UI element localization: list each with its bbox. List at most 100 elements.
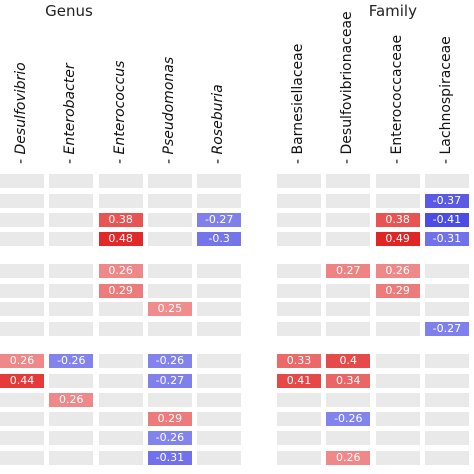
cell-value-label: -0.26 [57, 354, 86, 367]
cell-value-label: -0.31 [432, 232, 462, 245]
heatmap-cell [277, 431, 321, 445]
heatmap-cell: -0.26 [326, 412, 371, 426]
heatmap-cell [197, 322, 242, 336]
heatmap-cell [424, 284, 469, 298]
cell-value-label: 0.25 [157, 302, 183, 315]
heatmap-cell [0, 302, 44, 316]
heatmap-cell [326, 302, 371, 316]
group-title-1: Family [368, 2, 417, 20]
cell-value-label: 0.26 [385, 264, 410, 277]
heatmap-cell: 0.29 [375, 284, 420, 298]
heatmap-cell [49, 322, 94, 336]
heatmap-cell [49, 174, 94, 188]
heatmap-cell [0, 412, 44, 426]
cell-value-label: 0.33 [286, 354, 312, 367]
heatmap-cell: -0.3 [197, 232, 242, 246]
heatmap-cell [147, 393, 192, 407]
cell-value-label: -0.27 [204, 213, 234, 226]
heatmap-cell [98, 302, 143, 316]
heatmap-cell [424, 302, 469, 316]
heatmap-cell [375, 322, 420, 336]
heatmap-cell [326, 174, 371, 188]
heatmap-cell: -0.26 [49, 354, 94, 368]
heatmap-cell [49, 431, 94, 445]
heatmap-cell [375, 393, 420, 407]
heatmap-cell [277, 393, 321, 407]
heatmap-cell: 0.33 [277, 354, 321, 368]
heatmap-cell [277, 412, 321, 426]
cell-value-label: -0.3 [208, 232, 230, 245]
heatmap-cell: -0.26 [147, 354, 192, 368]
cell-value-label: 0.38 [108, 213, 133, 226]
cell-value-label: 0.26 [59, 393, 84, 406]
heatmap-cell [375, 302, 420, 316]
cell-value-label: 0.26 [9, 354, 35, 367]
heatmap-cell: 0.26 [49, 393, 94, 407]
heatmap-cell [277, 451, 321, 465]
heatmap-cell [147, 194, 192, 208]
heatmap-cell: -0.31 [424, 232, 469, 246]
heatmap-cell: 0.38 [375, 213, 420, 227]
heatmap-cell [197, 284, 242, 298]
cell-value-label: 0.26 [108, 264, 133, 277]
cell-value-label: 0.29 [108, 284, 133, 297]
heatmap-cell [277, 194, 321, 208]
heatmap-cell [326, 284, 371, 298]
cell-value-label: -0.41 [432, 213, 462, 226]
cell-value-label: -0.26 [334, 412, 363, 425]
heatmap-cell [98, 412, 143, 426]
heatmap-cell [197, 264, 242, 278]
column-label: - Enterobacter [62, 63, 79, 164]
heatmap-cell: 0.44 [0, 374, 44, 388]
cell-value-label: -0.26 [155, 431, 185, 444]
heatmap-cell [98, 374, 143, 388]
heatmap-cell: -0.31 [147, 451, 192, 465]
column-label: - Barnesiellaceae [290, 43, 306, 164]
heatmap-cell: 0.25 [147, 302, 192, 316]
heatmap-cell [197, 354, 242, 368]
heatmap-cell [49, 412, 94, 426]
heatmap-cell [0, 232, 44, 246]
column-label: - Enterococcaceae [388, 34, 405, 164]
heatmap-cell [0, 451, 44, 465]
heatmap-cell: -0.27 [197, 213, 242, 227]
heatmap-cell [49, 451, 94, 465]
heatmap-cell [326, 232, 371, 246]
cell-value-label: 0.44 [9, 374, 35, 387]
heatmap-cell [49, 213, 94, 227]
heatmap-cell: -0.37 [424, 194, 469, 208]
cell-value-label: 0.26 [336, 451, 361, 464]
heatmap-cell [277, 264, 321, 278]
heatmap-cell: 0.26 [0, 354, 44, 368]
cell-value-label: -0.31 [155, 451, 185, 464]
heatmap-cell: -0.26 [147, 431, 192, 445]
heatmap-cell [147, 322, 192, 336]
heatmap-cell [0, 284, 44, 298]
heatmap-cell [0, 322, 44, 336]
heatmap-cell [197, 451, 242, 465]
heatmap-cell: 0.26 [375, 264, 420, 278]
heatmap-cell [0, 393, 44, 407]
heatmap-cell [424, 374, 469, 388]
heatmap-cell [98, 174, 143, 188]
heatmap-cell [98, 194, 143, 208]
heatmap-cell [326, 213, 371, 227]
cell-value-label: 0.4 [339, 354, 358, 367]
heatmap-cell [326, 322, 371, 336]
heatmap-cell [0, 174, 44, 188]
heatmap-cell [375, 412, 420, 426]
heatmap-cell: -0.41 [424, 213, 469, 227]
heatmap-cell: 0.38 [98, 213, 143, 227]
heatmap-cell [98, 451, 143, 465]
heatmap-cell: 0.26 [98, 264, 143, 278]
cell-value-label: 0.27 [336, 264, 361, 277]
heatmap-cell [277, 302, 321, 316]
heatmap-cell [375, 451, 420, 465]
cell-value-label: 0.38 [385, 213, 410, 226]
heatmap-cell [0, 194, 44, 208]
heatmap-cell [147, 174, 192, 188]
heatmap-cell [326, 194, 371, 208]
cell-value-label: 0.48 [108, 232, 133, 245]
heatmap-cell: -0.27 [424, 322, 469, 336]
heatmap-cell [49, 232, 94, 246]
